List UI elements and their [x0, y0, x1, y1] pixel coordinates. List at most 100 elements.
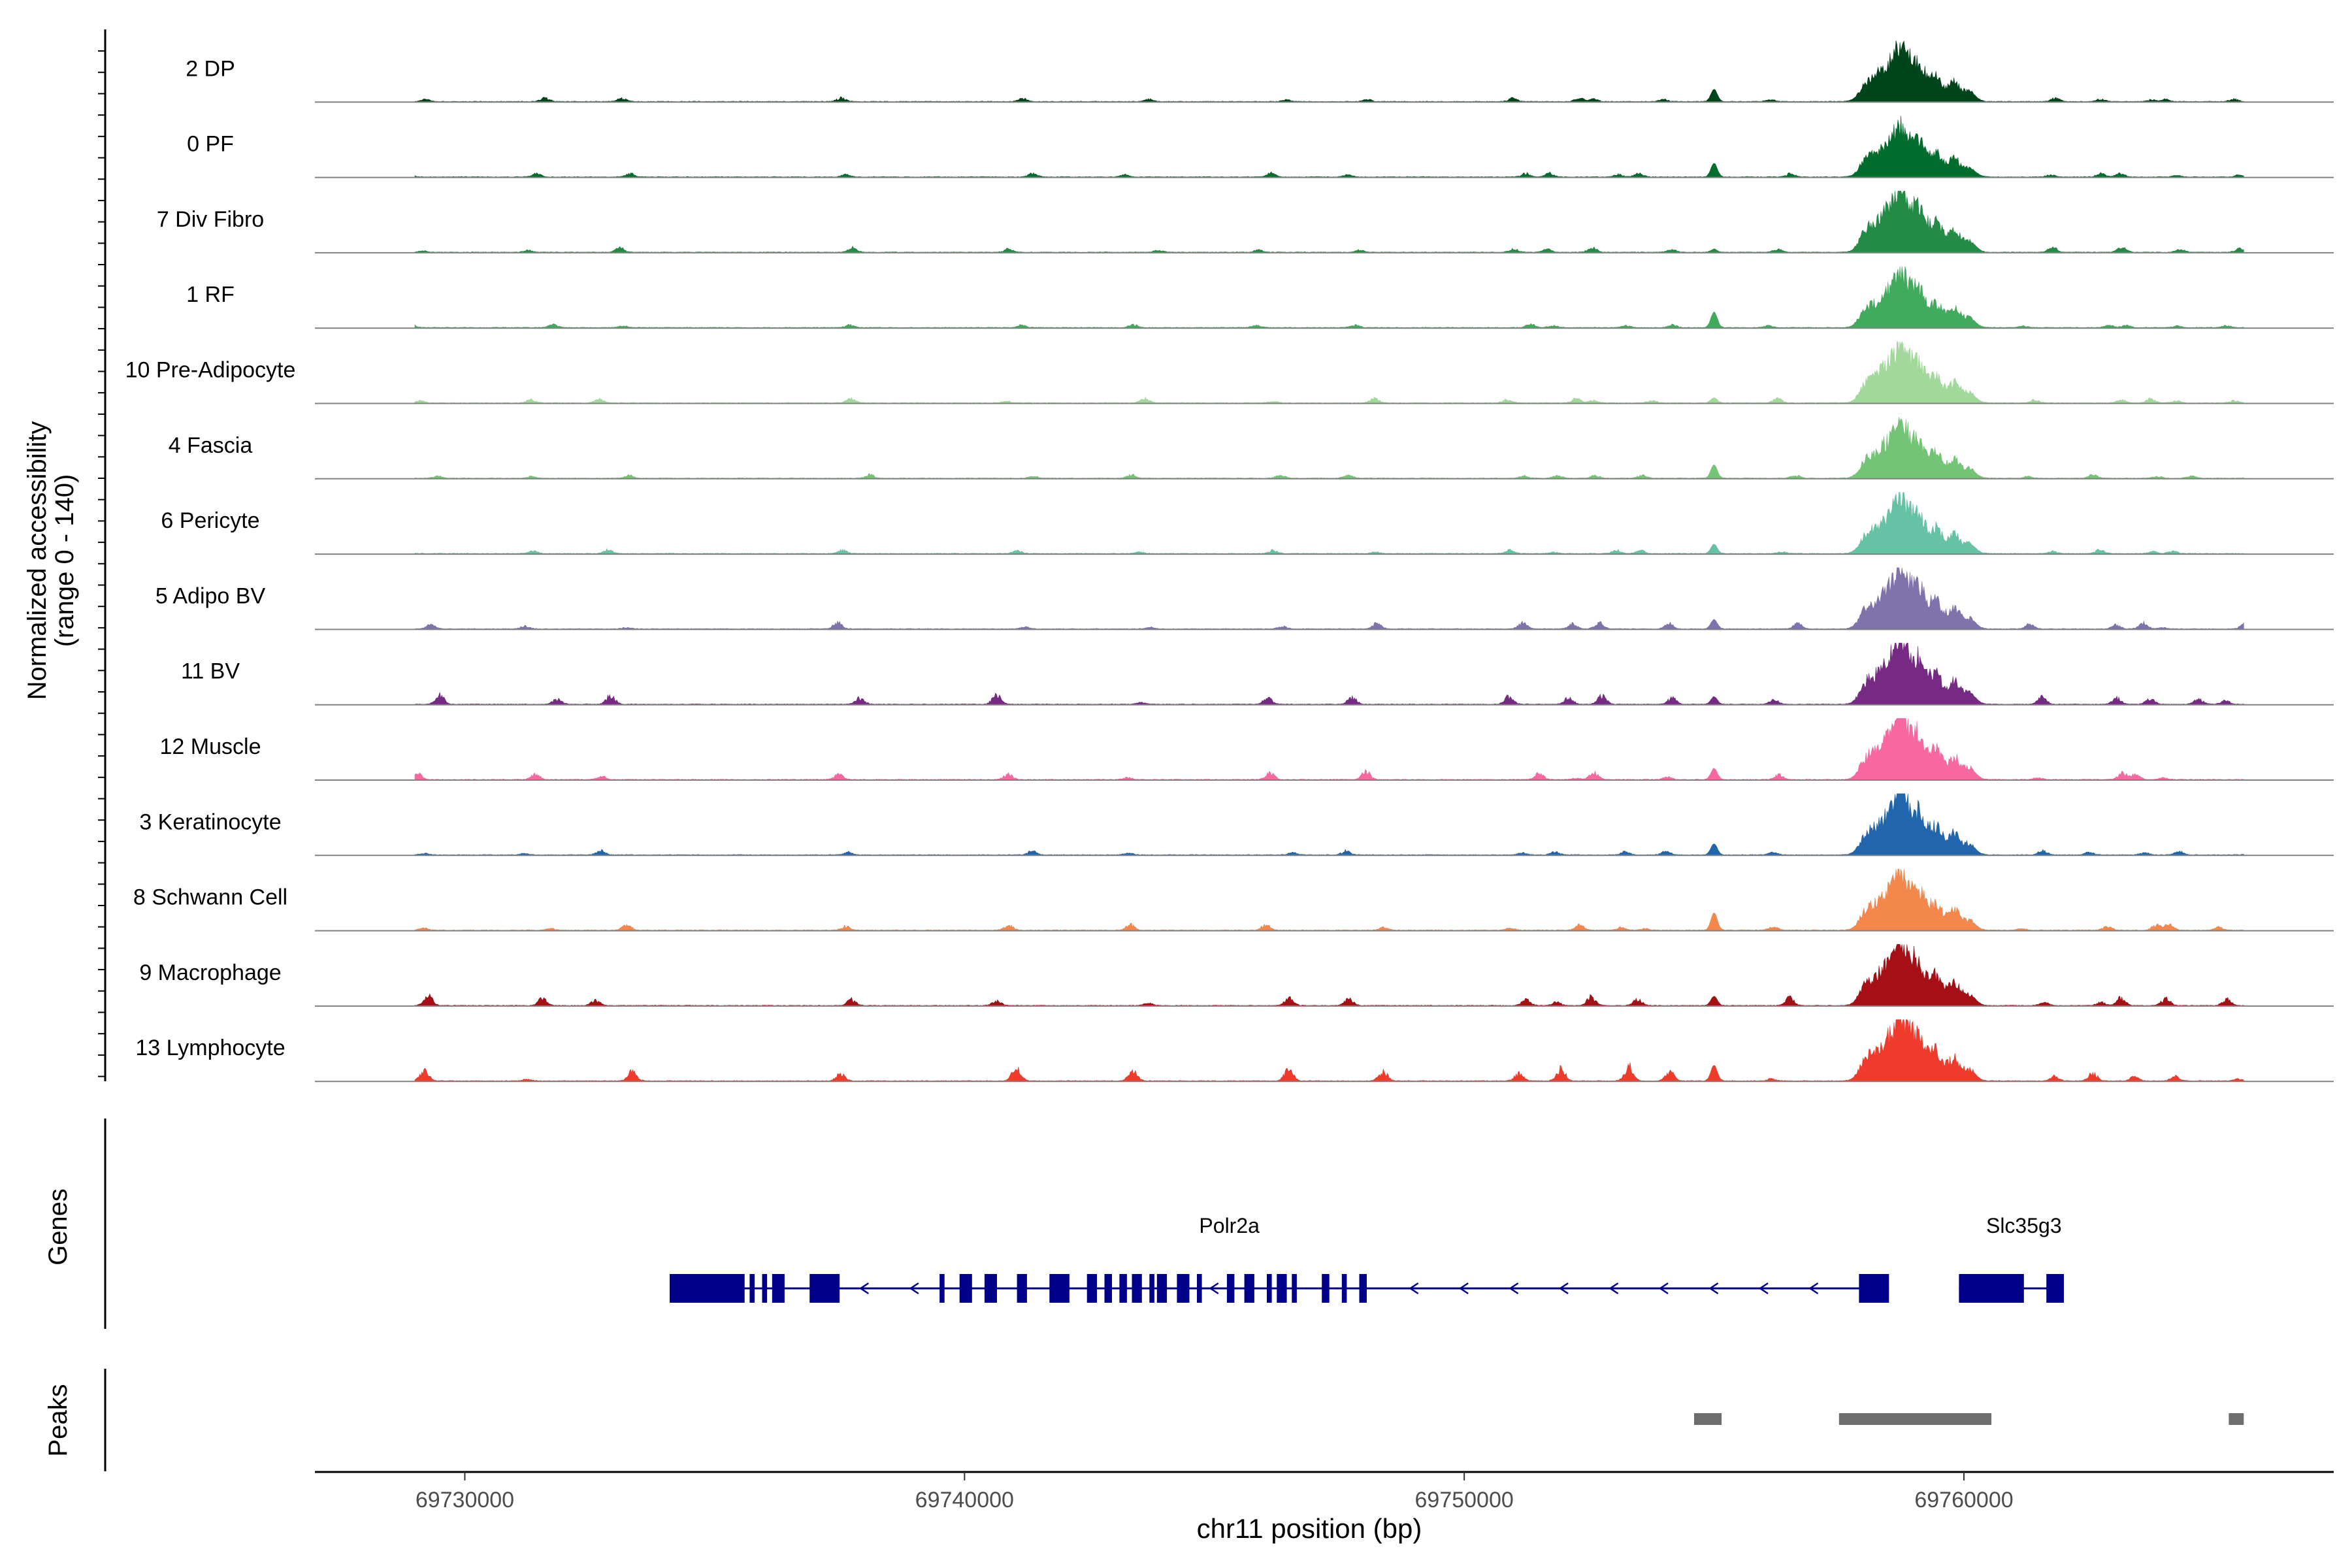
coverage-area: [414, 718, 2244, 781]
coverage-area: [414, 567, 2244, 630]
track-label: 0 PF: [187, 132, 234, 157]
track-label: 3 Keratinocyte: [139, 809, 281, 834]
track-4-fascia: 4 Fascia: [169, 417, 2334, 480]
track-1-rf: 1 RF: [186, 266, 2334, 329]
exon: [749, 1274, 755, 1303]
strand-arrow: [859, 1282, 870, 1295]
y-axis-title-line2: (range 0 - 140): [50, 474, 79, 647]
track-label: 13 Lymphocyte: [135, 1036, 285, 1060]
peaks-track-label: Peaks: [44, 1384, 73, 1456]
peak-region: [2229, 1413, 2244, 1425]
exon: [762, 1274, 768, 1303]
strand-arrow: [1609, 1282, 1619, 1295]
strand-arrow: [1658, 1282, 1669, 1295]
exon: [1359, 1274, 1367, 1303]
x-tick-label: 69750000: [1415, 1488, 1514, 1512]
strand-arrow: [1558, 1282, 1569, 1295]
track-label: 2 DP: [186, 56, 235, 81]
coverage-area: [414, 1019, 2244, 1082]
strand-arrow: [1458, 1282, 1469, 1295]
gene-slc35g3: Slc35g3: [1959, 1214, 2064, 1303]
gene-polr2a: Polr2a: [670, 1214, 1889, 1303]
x-axis-title: chr11 position (bp): [1197, 1513, 1422, 1544]
x-tick-label: 69730000: [416, 1488, 514, 1512]
strand-arrow: [909, 1282, 919, 1295]
strand-arrow: [1509, 1282, 1519, 1295]
track-9-macrophage: 9 Macrophage: [139, 944, 2334, 1007]
coverage-area: [414, 642, 2244, 705]
track-label: 11 BV: [181, 659, 240, 684]
exon: [1132, 1274, 1142, 1303]
exon: [1277, 1274, 1287, 1303]
track-label: 9 Macrophage: [139, 960, 281, 985]
strand-arrow: [1708, 1282, 1719, 1295]
track-7-div-fibro: 7 Div Fibro: [157, 191, 2334, 253]
peak-track: [104, 1369, 2244, 1471]
track-0-pf: 0 PF: [187, 116, 2334, 178]
track-label: 10 Pre-Adipocyte: [125, 358, 296, 383]
coverage-area: [414, 341, 2244, 404]
track-label: 8 Schwann Cell: [133, 885, 287, 910]
exon: [939, 1274, 945, 1303]
strand-arrow: [1808, 1282, 1819, 1295]
track-label: 6 Pericyte: [161, 508, 259, 533]
exon: [984, 1274, 997, 1303]
strand-arrow: [1758, 1282, 1769, 1295]
gene-name-label: Slc35g3: [1986, 1214, 2062, 1237]
track-13-lymphocyte: 13 Lymphocyte: [135, 1019, 2334, 1083]
exon: [1177, 1274, 1190, 1303]
exon: [1226, 1274, 1235, 1303]
exon: [1149, 1274, 1154, 1303]
exon: [1292, 1274, 1297, 1303]
coverage-area: [414, 266, 2244, 329]
exon: [1104, 1274, 1112, 1303]
coverage-area: [414, 40, 2244, 103]
track-label: 12 Muscle: [160, 734, 261, 759]
coverage-area: [414, 191, 2244, 253]
track-label: 1 RF: [186, 282, 235, 307]
coverage-area: [414, 944, 2244, 1007]
track-11-bv: 11 BV: [181, 642, 2334, 706]
gene-annotation-track: Polr2a Slc35g3: [104, 1119, 2064, 1329]
x-tick-label: 69760000: [1914, 1488, 2013, 1512]
exon: [1341, 1274, 1347, 1303]
x-tick-label: 69740000: [915, 1488, 1014, 1512]
track-5-adipo-bv: 5 Adipo BV: [155, 567, 2334, 630]
exon: [1197, 1274, 1202, 1303]
exon: [1859, 1274, 1889, 1303]
track-label: 7 Div Fibro: [157, 207, 264, 232]
exon: [1086, 1274, 1097, 1303]
exon: [772, 1274, 785, 1303]
exon: [1959, 1274, 2024, 1303]
coverage-area: [414, 868, 2244, 931]
peak-region: [1838, 1413, 1992, 1425]
exon: [1322, 1274, 1330, 1303]
track-12-muscle: 12 Muscle: [160, 718, 2334, 781]
genes-track-label: Genes: [44, 1188, 73, 1266]
track-2-dp: 2 DP: [186, 40, 2334, 103]
gene-name-label: Polr2a: [1199, 1214, 1260, 1237]
track-10-pre-adipocyte: 10 Pre-Adipocyte: [125, 341, 2334, 404]
coverage-area: [414, 492, 2244, 555]
exon: [809, 1274, 840, 1303]
exon: [1156, 1274, 1168, 1303]
exon: [2046, 1274, 2064, 1303]
x-axis: 69730000 69740000 69750000 69760000: [315, 1471, 2334, 1512]
track-label: 4 Fascia: [169, 433, 253, 458]
coverage-tracks: 2 DP 0 PF 7 Div Fibro 1 RF 10 Pre-Adipocyte 4…: [125, 40, 2334, 1083]
exon: [1267, 1274, 1272, 1303]
peak-region: [1694, 1413, 1722, 1425]
exon: [1244, 1274, 1254, 1303]
track-6-pericyte: 6 Pericyte: [161, 492, 2334, 555]
exon: [959, 1274, 972, 1303]
exon: [1049, 1274, 1070, 1303]
exon: [1017, 1274, 1027, 1303]
track-3-keratinocyte: 3 Keratinocyte: [139, 793, 2334, 857]
track-label: 5 Adipo BV: [155, 583, 266, 608]
coverage-area: [414, 793, 2244, 856]
y-axis-title-line1: Normalized accessibility: [23, 421, 52, 700]
coverage-area: [414, 116, 2244, 178]
axes-layer: [98, 29, 106, 1081]
strand-arrow: [1209, 1282, 1219, 1295]
